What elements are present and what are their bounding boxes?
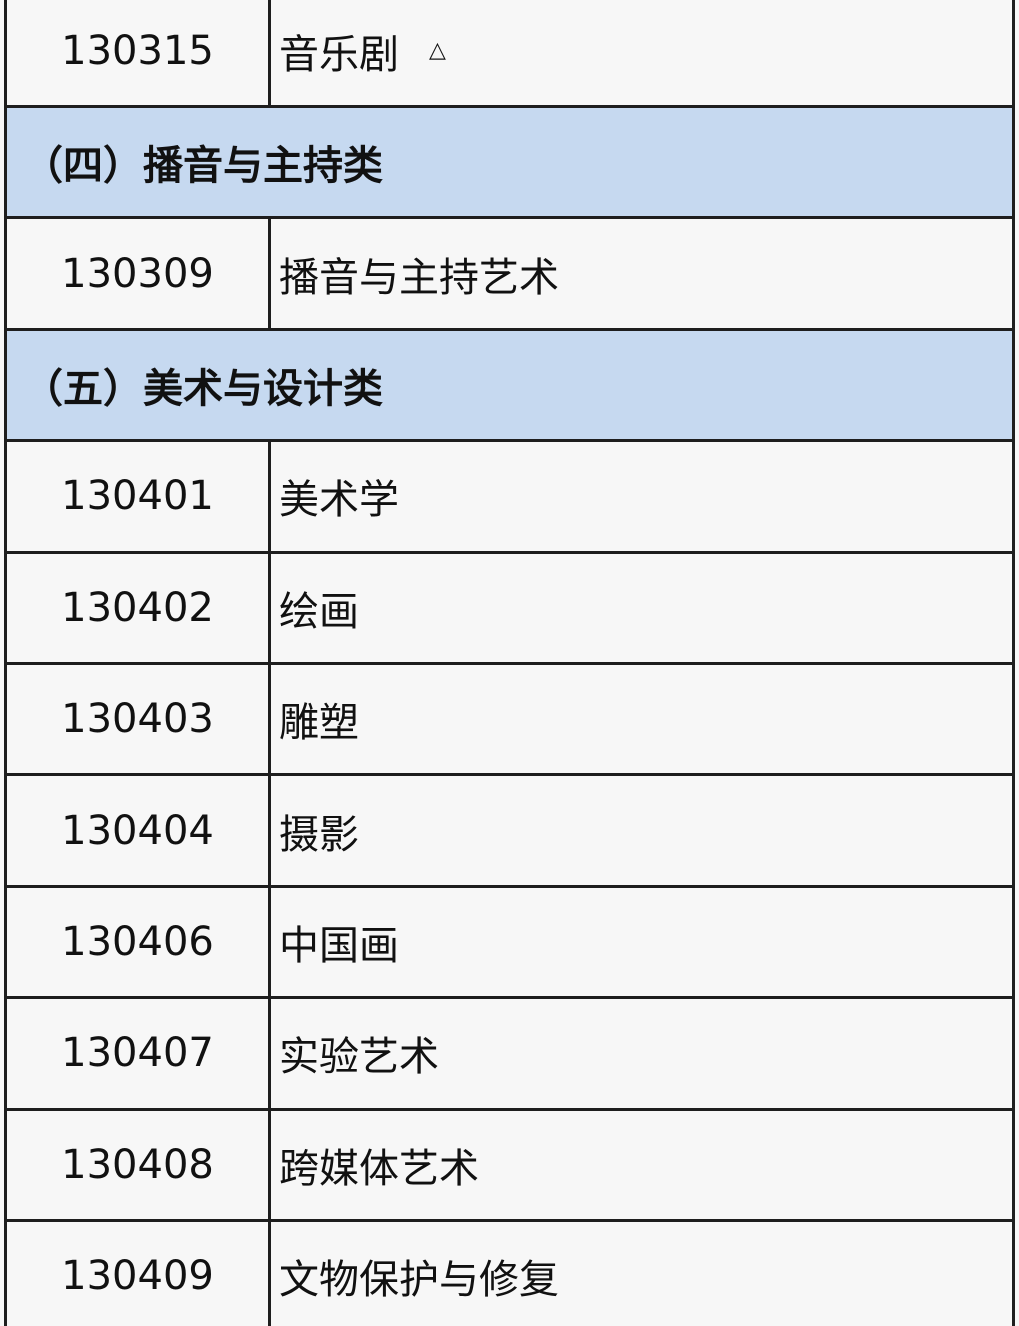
major-name: 中国画 xyxy=(279,888,399,996)
major-code: 130402 xyxy=(7,553,271,662)
major-name-text: 播音与主持艺术 xyxy=(279,254,559,301)
major-name-text: 绘画 xyxy=(279,588,359,635)
major-name-text: 音乐剧 xyxy=(279,31,399,78)
major-name-text: 跨媒体艺术 xyxy=(279,1145,479,1192)
major-name-text: 雕塑 xyxy=(279,700,359,747)
major-code: 130401 xyxy=(7,442,271,551)
table-row: 130309 播音与主持艺术 xyxy=(4,219,1015,331)
major-name: 绘画 xyxy=(279,554,359,662)
section-row: （五）美术与设计类 xyxy=(4,330,1015,443)
table-row: 130407 实验艺术 xyxy=(4,999,1015,1111)
major-code: 130404 xyxy=(7,776,271,885)
major-code: 130409 xyxy=(7,1222,271,1326)
major-code: 130309 xyxy=(7,219,271,328)
table-row: 130409 文物保护与修复 xyxy=(4,1222,1015,1326)
major-name-text: 文物保护与修复 xyxy=(279,1257,559,1304)
table-row: 130315 音乐剧 △ xyxy=(4,0,1015,108)
major-name: 跨媒体艺术 xyxy=(279,1111,479,1219)
major-name: 雕塑 xyxy=(279,665,359,773)
major-name: 音乐剧 △ xyxy=(279,0,446,105)
note-mark: △ xyxy=(429,38,446,64)
major-code: 130407 xyxy=(7,999,271,1108)
section-title: （五）美术与设计类 xyxy=(23,365,383,412)
table-row: 130402 绘画 xyxy=(4,553,1015,665)
major-name: 美术学 xyxy=(279,442,399,550)
major-name: 文物保护与修复 xyxy=(279,1222,559,1326)
major-code: 130315 xyxy=(7,0,271,105)
major-name-text: 摄影 xyxy=(279,811,359,858)
table-row: 130403 雕塑 xyxy=(4,665,1015,777)
major-name: 实验艺术 xyxy=(279,999,439,1107)
major-code: 130408 xyxy=(7,1110,271,1219)
major-name-text: 美术学 xyxy=(279,477,399,524)
major-name-text: 实验艺术 xyxy=(279,1034,439,1081)
table-row: 130408 跨媒体艺术 xyxy=(4,1110,1015,1222)
section-row: （四）播音与主持类 xyxy=(4,108,1015,220)
table-row: 130404 摄影 xyxy=(4,776,1015,888)
major-code: 130406 xyxy=(7,887,271,997)
table-row: 130401 美术学 xyxy=(4,442,1015,554)
major-name: 摄影 xyxy=(279,776,359,884)
section-title: （四）播音与主持类 xyxy=(23,143,383,190)
major-name-text: 中国画 xyxy=(279,922,399,969)
major-code: 130403 xyxy=(7,665,271,774)
major-name: 播音与主持艺术 xyxy=(279,219,559,327)
table-row: 130406 中国画 xyxy=(4,887,1015,1000)
